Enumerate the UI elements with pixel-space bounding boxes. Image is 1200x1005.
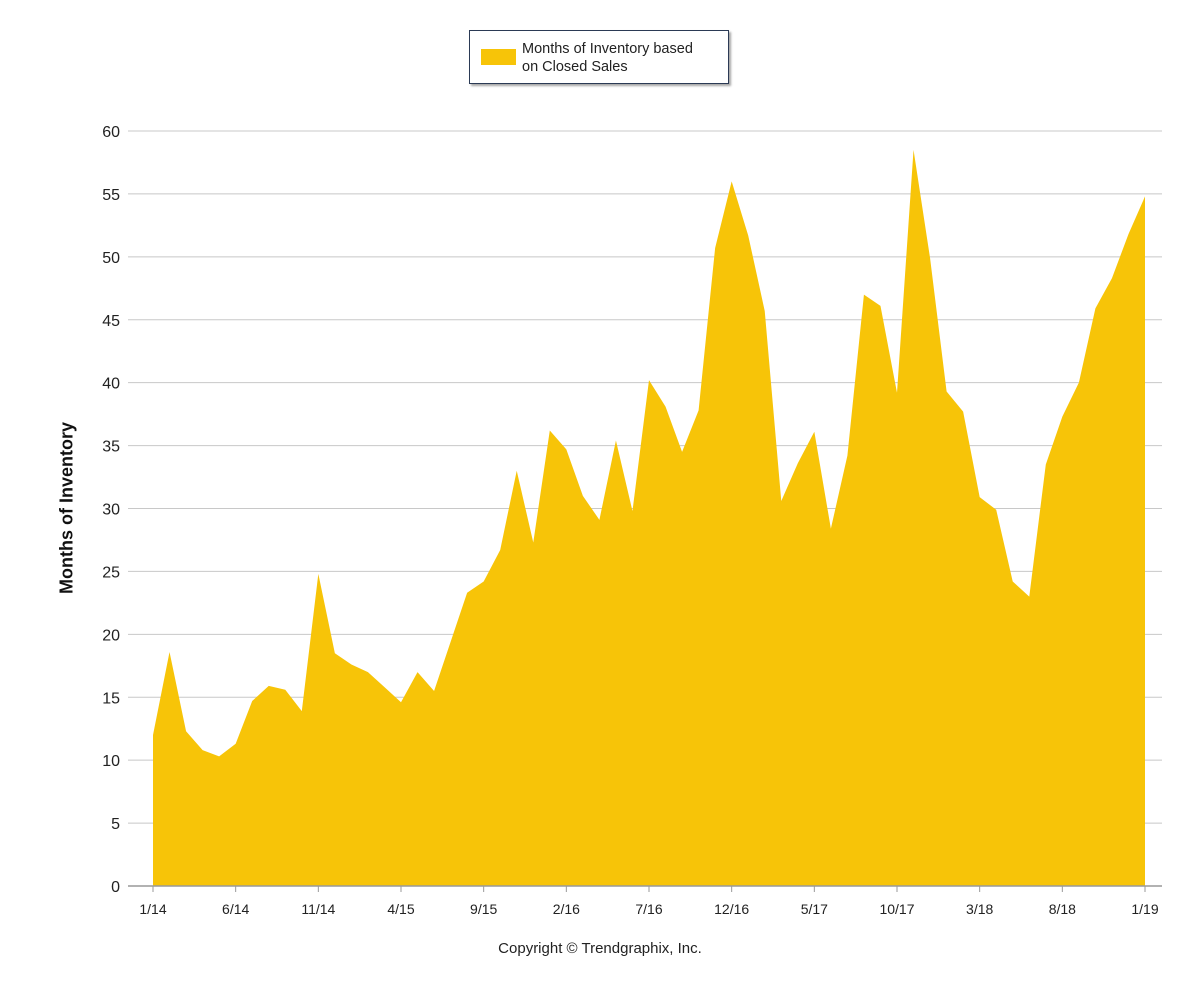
y-tick-label-30: 30 [102, 502, 120, 519]
x-tick-label-5: 6/14 [222, 901, 249, 917]
legend-label-line-2: on Closed Sales [522, 59, 628, 75]
y-tick-label-25: 25 [102, 564, 120, 581]
axis-layer [128, 885, 1162, 892]
y-tick-label-50: 50 [102, 250, 120, 267]
y-tick-label-15: 15 [102, 690, 120, 707]
x-tick-label-50: 3/18 [966, 901, 993, 917]
x-tick-label-35: 12/16 [714, 901, 749, 917]
y-axis-label: Months of Inventory [56, 422, 77, 594]
x-tick-label-10: 11/14 [301, 901, 335, 917]
x-tick-labels: 1/14 6/14 11/14 4/15 9/15 2/16 7/16 12/16 5/17 10… [139, 901, 1158, 917]
x-tick-label-30: 7/16 [635, 901, 662, 917]
y-tick-label-0: 0 [111, 879, 120, 896]
y-tick-label-55: 55 [102, 187, 120, 204]
y-tick-labels: 0 5 10 15 20 25 30 35 40 45 50 55 60 [102, 124, 120, 896]
x-tick-label-20: 9/15 [470, 901, 497, 917]
y-tick-label-45: 45 [102, 313, 120, 330]
x-tick-label-40: 5/17 [801, 901, 828, 917]
x-tick-label-45: 10/17 [879, 901, 914, 917]
series-area-layer [153, 149, 1145, 886]
x-tick-label-25: 2/16 [553, 901, 580, 917]
x-tick-label-15: 4/15 [387, 901, 414, 917]
legend: Months of Inventory based on Closed Sale… [469, 30, 729, 84]
legend-label: Months of Inventory based on Closed Sale… [522, 40, 722, 76]
x-tick-label-0: 1/14 [139, 901, 166, 917]
y-tick-label-40: 40 [102, 376, 120, 393]
y-tick-label-35: 35 [102, 439, 120, 456]
x-tick-label-55: 8/18 [1049, 901, 1076, 917]
legend-label-line-1: Months of Inventory based [522, 41, 693, 57]
x-tick-label-60: 1/19 [1131, 901, 1158, 917]
copyright-text: Copyright © Trendgraphix, Inc. [498, 940, 702, 957]
y-tick-label-10: 10 [102, 753, 120, 770]
legend-swatch [481, 49, 516, 65]
y-tick-label-60: 60 [102, 124, 120, 141]
y-tick-label-20: 20 [102, 627, 120, 644]
series-area-months-of-inventory [153, 149, 1145, 886]
y-tick-label-5: 5 [111, 816, 120, 833]
